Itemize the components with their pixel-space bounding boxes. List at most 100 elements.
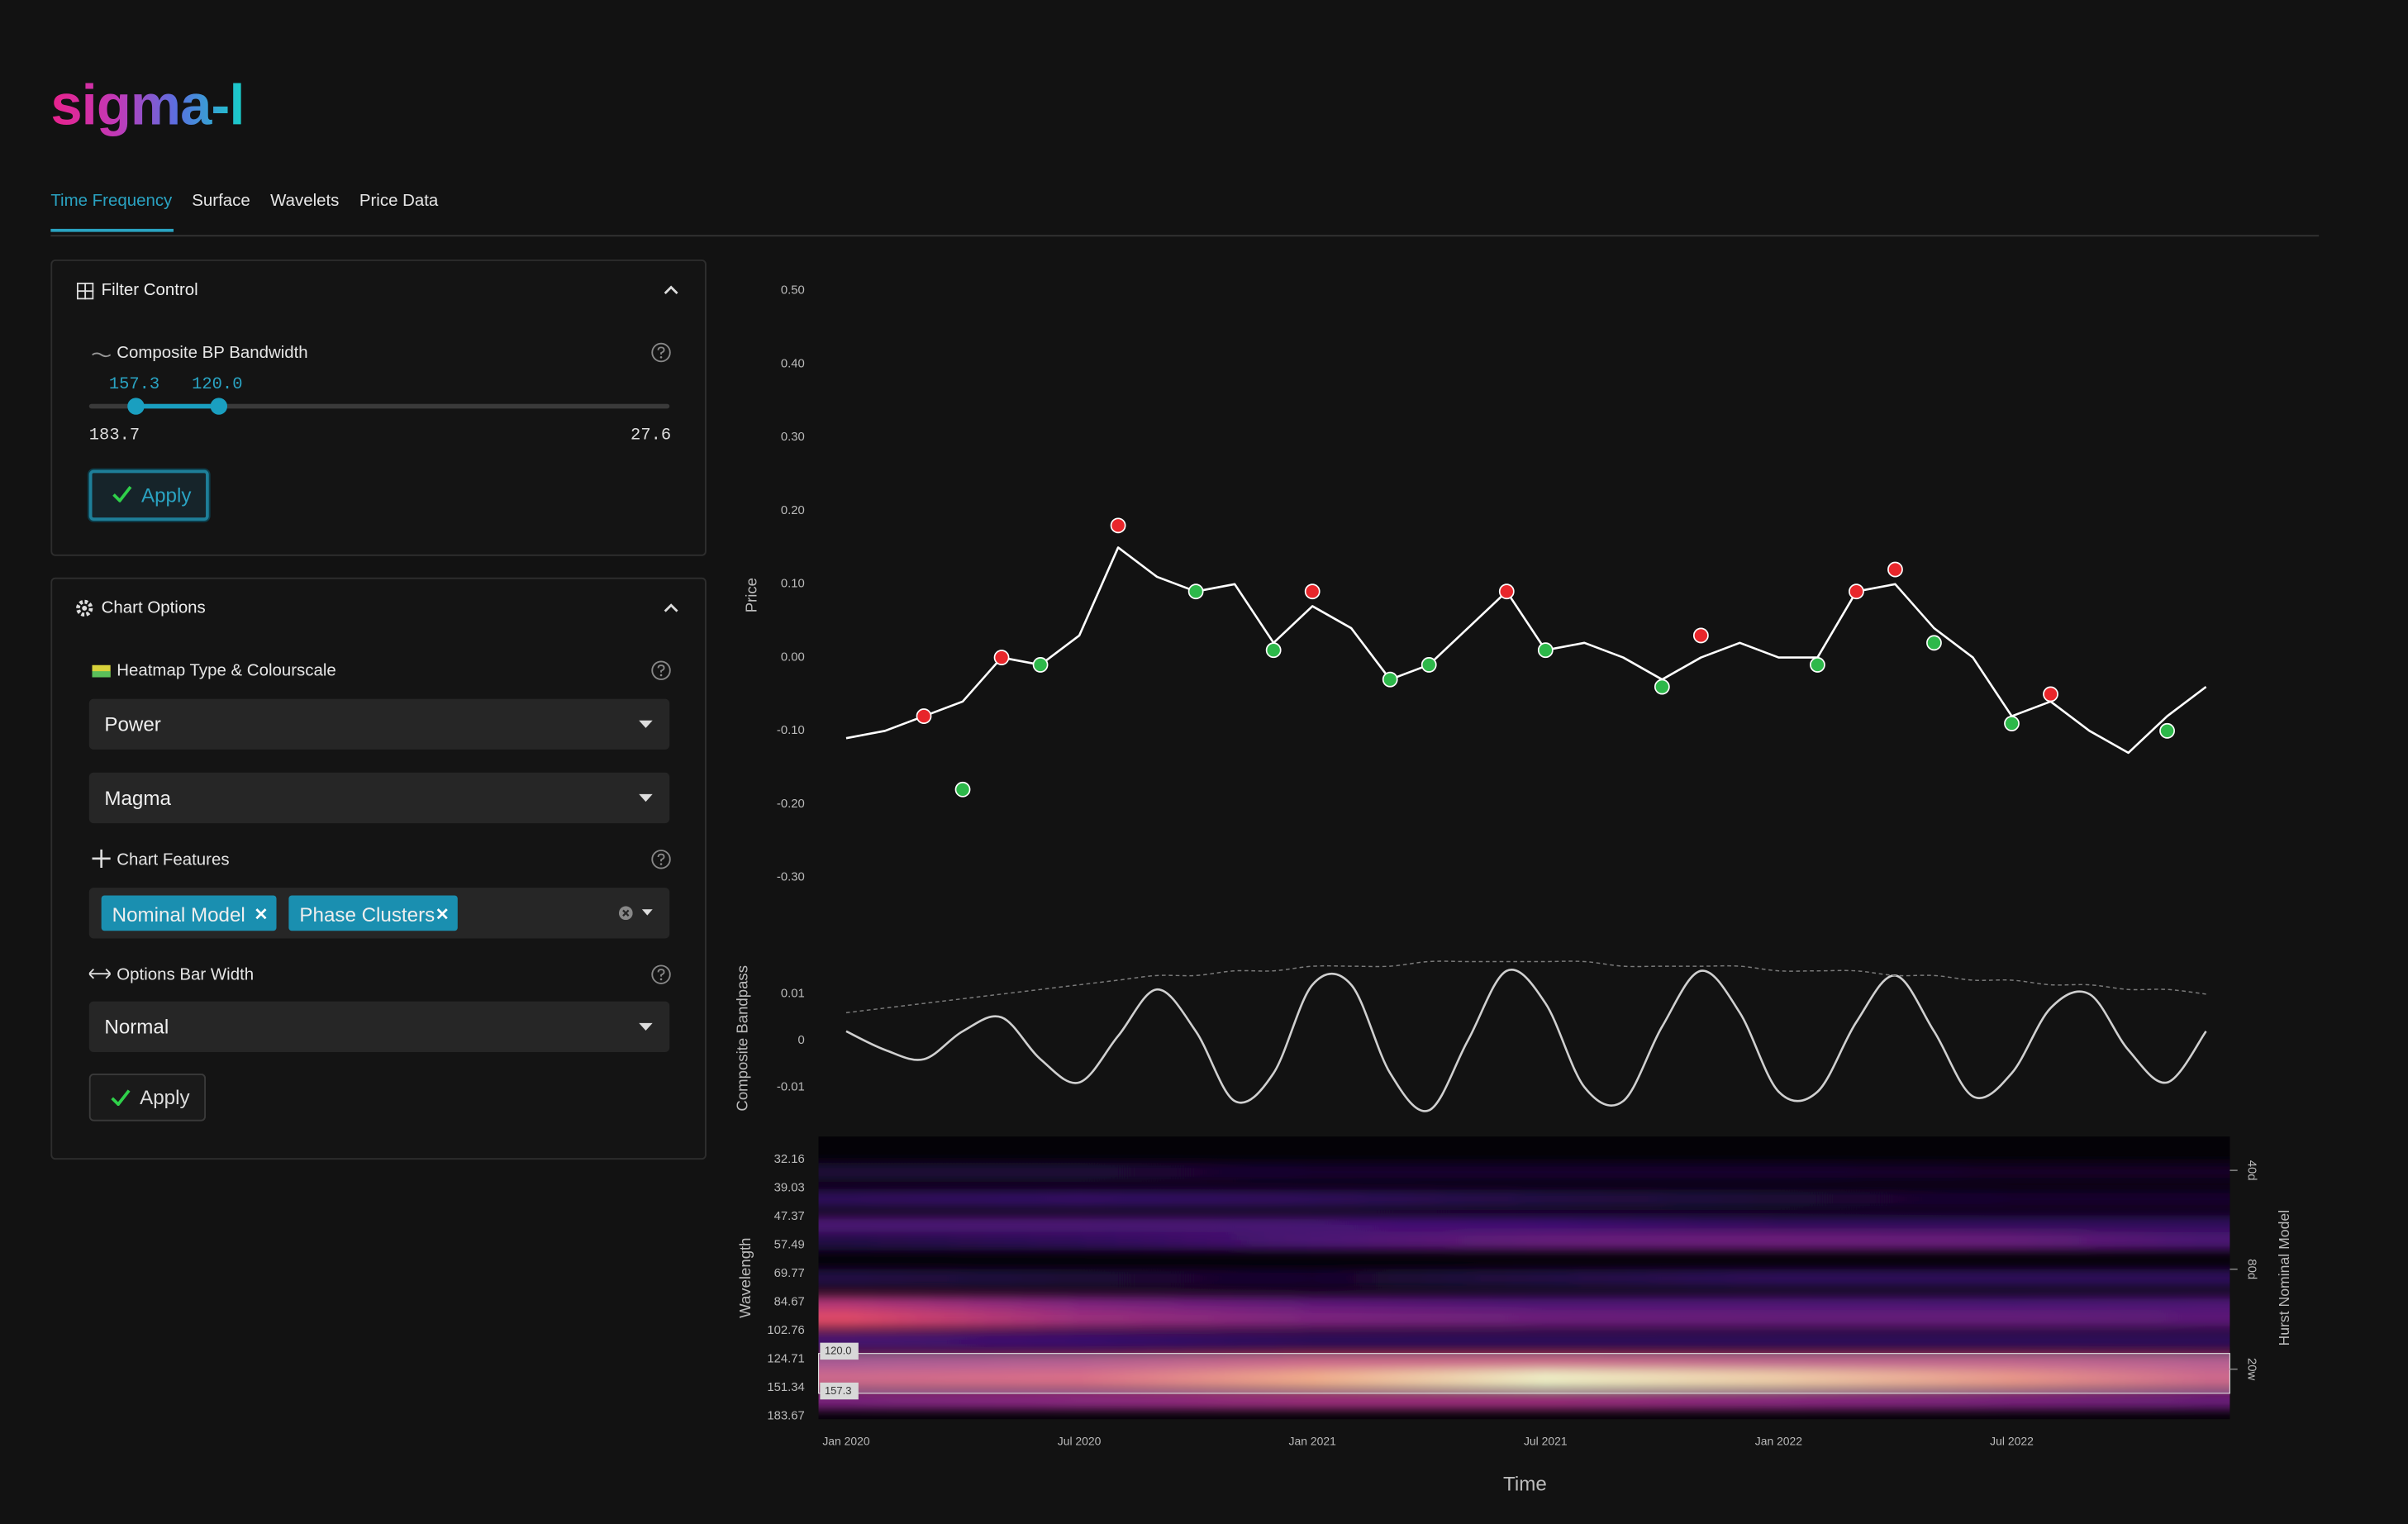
dropdown[interactable]: Power: [88, 698, 670, 750]
line-icon: [92, 352, 111, 358]
multi-select[interactable]: Nominal Model Phase Clusters: [88, 888, 670, 939]
tab[interactable]: Time Frequency: [50, 192, 173, 211]
tab[interactable]: Wavelets: [270, 192, 340, 211]
chip-label: Phase Clusters: [299, 902, 435, 926]
field-label: Chart Features: [117, 850, 230, 869]
y-tick-label: 0.01: [781, 988, 805, 1001]
trough-marker: [1421, 657, 1437, 673]
y-tick-label: 47.37: [774, 1210, 805, 1223]
trough-marker: [1382, 671, 1398, 688]
caret: [639, 1022, 653, 1031]
heatmap-band: [818, 1189, 2230, 1208]
y-tick-label: 32.16: [774, 1153, 805, 1166]
heatmap-bands: [818, 1163, 2230, 1410]
heatmap-band: [818, 1163, 2230, 1182]
y-tick-label: -0.10: [777, 724, 805, 737]
help-icon[interactable]: [651, 850, 671, 869]
y-tick-label: 57.49: [774, 1238, 805, 1251]
y-tick-label: -0.30: [777, 871, 805, 884]
tab[interactable]: Price Data: [359, 192, 439, 211]
chip[interactable]: Nominal Model: [101, 895, 277, 931]
y2-tick-label: 20w: [2244, 1358, 2258, 1381]
slider-value: 157.3: [108, 376, 160, 395]
y-tick-label: 39.03: [774, 1182, 805, 1195]
chip-label: Nominal Model: [112, 902, 245, 926]
heatmap-band: [818, 1309, 2230, 1329]
x-tick-label: Jul 2020: [1058, 1435, 1102, 1448]
collapse-icon[interactable]: [664, 602, 679, 612]
trough-marker: [1187, 583, 1204, 600]
y-tick-label: 0: [798, 1034, 805, 1047]
heatmap-band: [818, 1331, 2230, 1350]
field-label: Options Bar Width: [117, 965, 255, 985]
panel-title: Chart Options: [101, 598, 206, 618]
x-tick-label: Jul 2021: [1524, 1435, 1568, 1448]
y-tick-label: -0.20: [777, 798, 805, 811]
band-label: 120.0: [825, 1345, 852, 1357]
y-axis-label: Price: [743, 578, 760, 612]
slider-handle[interactable]: [211, 398, 228, 415]
tab-divider: [50, 235, 2320, 237]
y2-tick-label: 40d: [2244, 1160, 2258, 1181]
y-tick-label: 0.50: [781, 284, 805, 298]
y-tick-label: 0.00: [781, 650, 805, 664]
apply-button[interactable]: Apply: [88, 1074, 207, 1122]
y-tick-label: -0.01: [777, 1080, 805, 1093]
help-icon[interactable]: [651, 342, 671, 363]
heatmap-band: [818, 1391, 2230, 1410]
dropdown-value: Magma: [104, 786, 171, 810]
dropdown[interactable]: Normal: [88, 1001, 670, 1053]
caret: [639, 793, 653, 802]
heatmap-band: [818, 1295, 2230, 1314]
y-tick-label: 0.30: [781, 431, 805, 444]
peak-marker: [1110, 517, 1126, 534]
peak-marker: [993, 650, 1010, 665]
button-label: Apply: [140, 1085, 190, 1109]
dropdown[interactable]: Magma: [88, 772, 670, 824]
plus-icon: [92, 849, 111, 868]
help-icon[interactable]: [651, 964, 671, 984]
chip-remove[interactable]: [436, 907, 449, 920]
apply-button[interactable]: Apply: [88, 469, 209, 521]
chip[interactable]: Phase Clusters: [288, 895, 458, 931]
x-tick-label: Jul 2022: [1990, 1435, 2034, 1448]
field-label: Composite BP Bandwidth: [117, 344, 308, 363]
collapse-icon[interactable]: [664, 284, 679, 295]
filter-panel: Filter Control Composite BP Bandwidth 15…: [50, 260, 707, 556]
tab[interactable]: Surface: [192, 192, 250, 211]
grid-icon: [76, 282, 94, 300]
help-icon[interactable]: [651, 660, 671, 680]
panel-title: Filter Control: [101, 281, 198, 300]
check-icon: [112, 485, 132, 502]
caret: [641, 909, 653, 916]
chip-remove[interactable]: [255, 907, 267, 920]
trough-marker: [1810, 657, 1825, 673]
heatmap: [818, 1163, 2230, 1410]
dropdown-value: Power: [104, 712, 161, 736]
band-label-box: [820, 1382, 859, 1400]
width-icon: [88, 968, 111, 979]
options-panel: Chart Options Heatmap Type & Colourscale…: [50, 577, 707, 1160]
slider-min: 183.7: [88, 426, 140, 445]
heatmap-band: [818, 1269, 2230, 1288]
line: [845, 960, 2206, 1014]
heatmap-band: [818, 1369, 2230, 1389]
trough-marker: [1032, 657, 1049, 673]
clear-icon[interactable]: [618, 906, 633, 921]
active-tab-indicator: [50, 228, 174, 232]
y-tick-label: 84.67: [774, 1295, 805, 1308]
y-tick-label: 124.71: [767, 1352, 804, 1365]
caret: [639, 720, 653, 728]
slider-handle[interactable]: [128, 398, 145, 415]
peak-marker: [1304, 583, 1321, 600]
y-tick-label: 0.20: [781, 504, 805, 517]
line: [845, 546, 2207, 755]
trough-marker: [1265, 642, 1282, 659]
y-tick-label: 69.77: [774, 1267, 805, 1280]
trough-marker: [1926, 635, 1942, 651]
trough-marker: [1537, 642, 1554, 659]
check-icon: [111, 1089, 131, 1107]
gear-icon: [76, 599, 93, 617]
